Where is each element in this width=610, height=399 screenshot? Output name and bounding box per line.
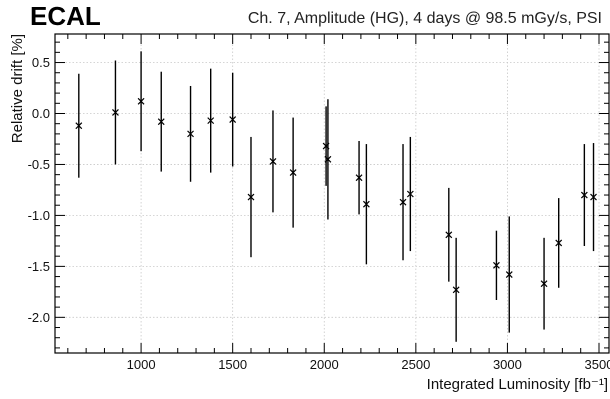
- y-tick-label: 0.5: [32, 55, 50, 70]
- x-tick-label: 3000: [493, 357, 522, 372]
- marker-stroke: [452, 286, 460, 294]
- marker-stroke: [540, 280, 548, 288]
- x-tick-label: 3500: [585, 357, 610, 372]
- marker-stroke: [590, 193, 597, 201]
- data-point: [555, 198, 563, 288]
- x-tick-label: 2000: [310, 357, 339, 372]
- data-point: [207, 68, 215, 173]
- chart-subtitle: Ch. 7, Amplitude (HG), 4 days @ 98.5 mGy…: [247, 10, 602, 27]
- marker-stroke: [207, 117, 215, 125]
- data-point: [289, 117, 297, 228]
- marker-stroke: [445, 231, 453, 239]
- plot-border: [54, 33, 610, 354]
- marker-stroke: [229, 116, 237, 124]
- marker-stroke: [187, 130, 194, 138]
- marker-stroke: [580, 191, 588, 199]
- marker-stroke: [362, 200, 370, 208]
- marker-stroke: [269, 157, 277, 165]
- tick-labels: 1000 1500 2000 2500 3000 3500 0.5 0.0 -0.5 -1.0 -1…: [28, 55, 610, 372]
- data-point: [355, 141, 363, 215]
- marker-stroke: [157, 118, 165, 126]
- axis-ticks: [55, 34, 609, 353]
- data-point: [580, 144, 588, 246]
- marker-stroke: [112, 109, 119, 116]
- y-tick-label: -2.0: [28, 310, 50, 325]
- data-point: [75, 73, 83, 178]
- marker-stroke: [289, 169, 297, 177]
- data-point: [505, 216, 513, 333]
- data-point: [112, 60, 119, 165]
- data-point: [247, 136, 255, 258]
- marker-stroke: [75, 122, 83, 130]
- marker-stroke: [355, 174, 363, 182]
- data-point: [445, 187, 453, 282]
- y-tick-label: -0.5: [28, 157, 50, 172]
- brand-label: ECAL: [30, 1, 101, 31]
- marker-stroke: [406, 190, 414, 198]
- data-points: [75, 51, 597, 342]
- data-point: [137, 51, 145, 152]
- marker-stroke: [493, 261, 500, 269]
- y-tick-label: -1.5: [28, 259, 50, 274]
- grid-lines: [55, 34, 610, 353]
- data-point: [540, 237, 548, 330]
- x-tick-label: 1000: [127, 357, 156, 372]
- plot-frame: [54, 33, 610, 354]
- y-axis-label: Relative drift [%]: [9, 34, 26, 143]
- marker-stroke: [555, 239, 563, 247]
- marker-stroke: [505, 271, 513, 278]
- data-point: [399, 144, 407, 261]
- data-point: [324, 99, 332, 220]
- data-point: [157, 71, 165, 172]
- data-point: [362, 144, 370, 265]
- data-point: [269, 110, 277, 213]
- y-tick-label: -1.0: [28, 208, 50, 223]
- x-axis-label: Integrated Luminosity [fb⁻¹]: [427, 376, 608, 393]
- data-point: [187, 85, 194, 182]
- data-point: [229, 72, 237, 167]
- data-point: [493, 230, 500, 301]
- y-tick-label: 0.0: [32, 106, 50, 121]
- x-tick-label: 2500: [401, 357, 430, 372]
- data-point: [590, 143, 597, 252]
- marker-stroke: [324, 155, 332, 163]
- data-point: [406, 136, 414, 252]
- x-tick-label: 1500: [218, 357, 247, 372]
- marker-stroke: [137, 97, 145, 105]
- data-point: [452, 237, 460, 342]
- marker-stroke: [399, 198, 407, 206]
- marker-stroke: [247, 193, 255, 201]
